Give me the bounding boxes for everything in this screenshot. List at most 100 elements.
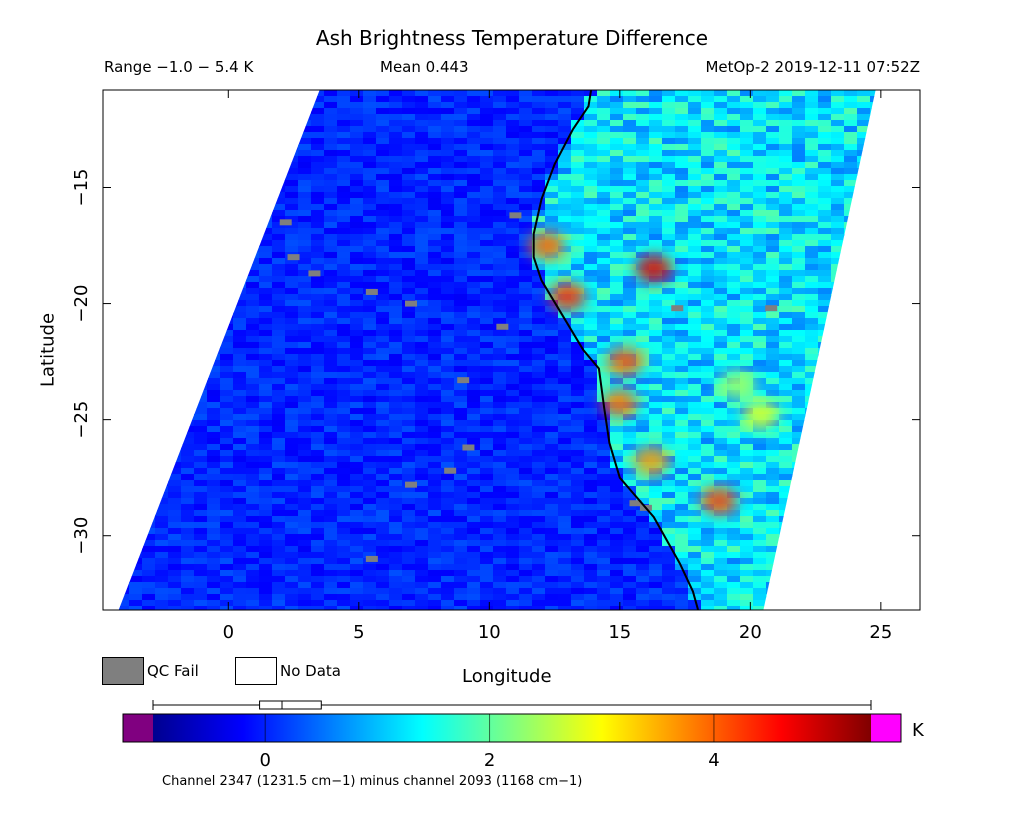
heatmap-cell xyxy=(649,132,663,139)
heatmap-cell xyxy=(558,498,572,505)
heatmap-cell xyxy=(493,222,507,229)
heatmap-cell xyxy=(519,534,533,541)
heatmap-cell xyxy=(792,342,806,349)
heatmap-cell xyxy=(168,480,182,487)
heatmap-cell xyxy=(311,366,325,373)
heatmap-cell xyxy=(545,114,559,121)
heatmap-cell xyxy=(493,516,507,523)
heatmap-cell xyxy=(584,558,598,565)
heatmap-cell xyxy=(118,516,130,523)
heatmap-cell xyxy=(779,312,793,319)
heatmap-cell xyxy=(103,96,117,103)
heatmap-cell xyxy=(896,204,910,211)
heatmap-cell xyxy=(779,486,793,493)
heatmap-cell xyxy=(233,192,247,199)
heatmap-cell xyxy=(519,492,533,499)
heatmap-cell xyxy=(766,342,780,349)
heatmap-cell xyxy=(337,480,351,487)
heatmap-cell xyxy=(428,414,442,421)
heatmap-cell xyxy=(233,402,247,409)
heatmap-cell xyxy=(597,288,611,295)
heatmap-cell xyxy=(506,246,520,253)
heatmap-cell xyxy=(259,432,273,439)
heatmap-cell xyxy=(129,330,143,337)
heatmap-cell xyxy=(285,462,299,469)
heatmap-cell xyxy=(675,282,689,289)
heatmap-cell xyxy=(740,294,754,301)
heatmap-cell xyxy=(220,228,234,235)
heatmap-cell xyxy=(688,312,702,319)
heatmap-cell xyxy=(792,126,806,133)
heatmap-cell xyxy=(480,96,494,103)
heatmap-cell xyxy=(623,186,637,193)
heatmap-cell xyxy=(311,468,325,475)
heatmap-cell xyxy=(207,306,221,313)
heatmap-cell xyxy=(571,228,585,235)
heatmap-cell xyxy=(545,546,559,553)
heatmap-cell xyxy=(688,450,702,457)
heatmap-cell xyxy=(285,306,299,313)
heatmap-cell xyxy=(896,270,910,277)
heatmap-cell xyxy=(272,450,286,457)
heatmap-cell xyxy=(311,510,325,517)
heatmap-cell xyxy=(831,492,845,499)
heatmap-cell xyxy=(441,138,455,145)
heatmap-cell xyxy=(844,168,858,175)
heatmap-cell xyxy=(792,216,806,223)
heatmap-cell xyxy=(506,132,520,139)
heatmap-cell xyxy=(168,120,182,127)
qc-fail-label: QC Fail xyxy=(147,662,199,680)
heatmap-cell xyxy=(792,378,806,385)
heatmap-cell xyxy=(844,414,858,421)
heatmap-cell xyxy=(727,234,741,241)
heatmap-cell xyxy=(298,354,312,361)
heatmap-cell xyxy=(610,498,624,505)
heatmap-cell xyxy=(246,552,260,559)
heatmap-cell xyxy=(844,528,858,535)
heatmap-cell xyxy=(311,246,325,253)
heatmap-cell xyxy=(118,432,130,439)
heatmap-cell xyxy=(298,348,312,355)
heatmap-cell xyxy=(129,186,143,193)
heatmap-cell xyxy=(545,354,559,361)
heatmap-cell xyxy=(402,192,416,199)
heatmap-cell xyxy=(337,204,351,211)
heatmap-cell xyxy=(896,432,910,439)
heatmap-cell xyxy=(480,462,494,469)
heatmap-cell xyxy=(675,234,689,241)
heatmap-cell xyxy=(740,432,754,439)
heatmap-cell xyxy=(519,318,533,325)
heatmap-cell xyxy=(155,174,169,181)
heatmap-cell xyxy=(506,510,520,517)
heatmap-cell xyxy=(350,492,364,499)
heatmap-cell xyxy=(350,144,364,151)
heatmap-cell xyxy=(194,144,208,151)
heatmap-cell xyxy=(506,444,520,451)
heatmap-cell xyxy=(441,312,455,319)
heatmap-cell xyxy=(844,150,858,157)
heatmap-cell xyxy=(415,378,429,385)
heatmap-cell xyxy=(649,366,663,373)
heatmap-cell xyxy=(610,282,624,289)
heatmap-cell xyxy=(194,546,208,553)
heatmap-cell xyxy=(779,90,793,97)
heatmap-cell xyxy=(363,330,377,337)
heatmap-cell xyxy=(714,306,728,313)
heatmap-cell xyxy=(324,492,338,499)
heatmap-cell xyxy=(805,432,819,439)
heatmap-cell xyxy=(246,330,260,337)
heatmap-cell xyxy=(142,366,156,373)
heatmap-cell xyxy=(818,438,832,445)
heatmap-cell xyxy=(246,198,260,205)
heatmap-cell xyxy=(610,90,624,97)
heatmap-cell xyxy=(428,522,442,529)
heatmap-cell xyxy=(545,324,559,331)
heatmap-cell xyxy=(181,540,195,547)
heatmap-cell xyxy=(129,324,143,331)
heatmap-cell xyxy=(118,234,130,241)
heatmap-cell xyxy=(701,192,715,199)
heatmap-cell xyxy=(272,96,286,103)
heatmap-cell xyxy=(597,174,611,181)
heatmap-cell xyxy=(402,312,416,319)
heatmap-cell xyxy=(675,528,689,535)
